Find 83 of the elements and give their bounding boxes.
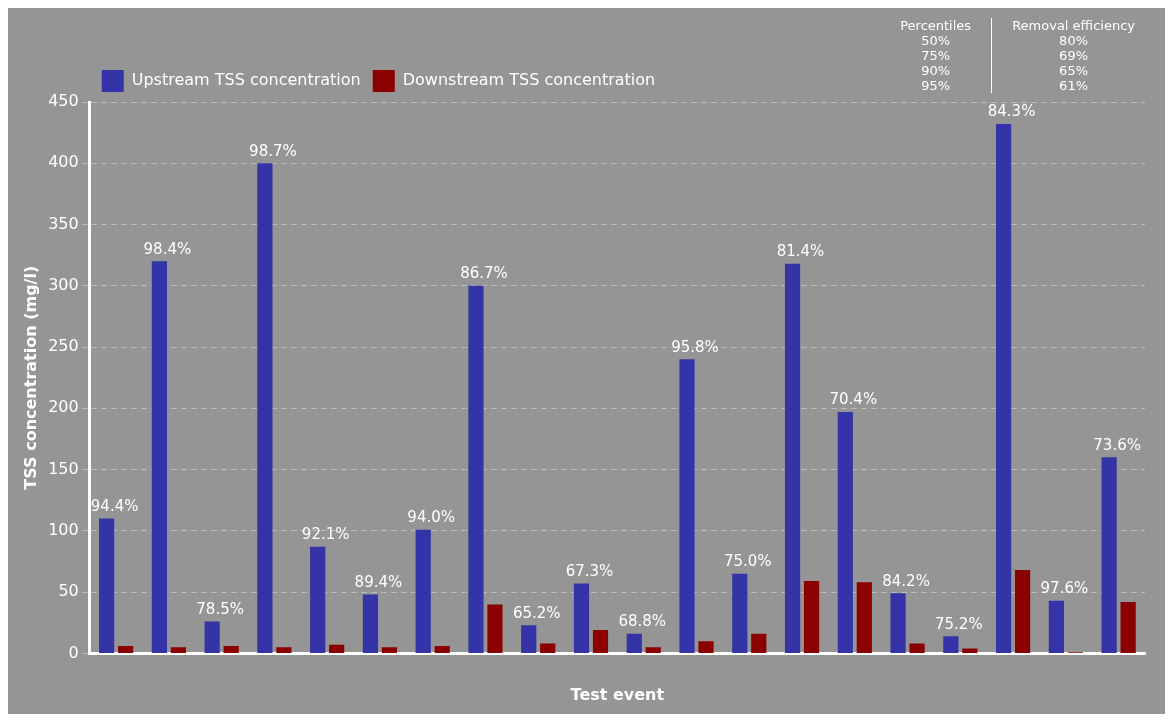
annotation: 68.8% [618, 612, 667, 631]
bar [99, 518, 115, 653]
text: 61% [1058, 78, 1089, 93]
annotation: 94.0% [407, 508, 456, 527]
y-tick-label: 250 [48, 336, 79, 356]
annotation: 75.0% [723, 552, 772, 571]
text: 69% [1058, 48, 1089, 63]
annotation: 94.4% [90, 497, 139, 515]
y-tick-label: 100 [48, 520, 79, 540]
bar [803, 581, 820, 653]
text: Percentiles [900, 18, 972, 33]
annotation: 84.3% [987, 102, 1036, 121]
y-tick-label: 450 [48, 91, 79, 111]
bar [837, 412, 853, 653]
bar [468, 285, 484, 653]
annotation: 98.4% [143, 239, 192, 258]
annotation: 92.1% [301, 525, 350, 544]
bar [909, 643, 925, 653]
bar [784, 263, 801, 653]
bar [487, 604, 503, 653]
bar [151, 261, 167, 653]
annotation: 98.7% [249, 141, 297, 160]
text: 75% [920, 48, 952, 63]
annotation: 89.4% [354, 572, 403, 591]
bar [679, 359, 695, 653]
y-tick-label: 0 [68, 642, 79, 662]
annotation: 70.4% [829, 390, 878, 409]
bar [1048, 600, 1064, 653]
text: 95% [920, 78, 952, 93]
bar [118, 646, 134, 653]
annotation: 78.5% [196, 599, 244, 618]
y-tick-label: 350 [48, 213, 79, 233]
bar [362, 594, 379, 653]
bar [645, 647, 661, 653]
text: 50% [920, 33, 952, 48]
y-tick-label: 400 [48, 152, 79, 172]
bar [732, 573, 748, 653]
bar [573, 583, 590, 653]
annotation: 73.6% [1093, 435, 1141, 454]
annotation: 65.2% [512, 603, 561, 622]
annotation: 97.6% [1040, 579, 1089, 598]
text: 90% [920, 63, 952, 78]
bar [1120, 601, 1136, 653]
bar [626, 633, 642, 653]
annotation: 75.2% [935, 614, 983, 633]
bar [856, 582, 872, 653]
bar [592, 630, 609, 653]
annotation: 81.4% [776, 242, 825, 261]
y-tick-label: 200 [48, 397, 79, 417]
annotation: 86.7% [460, 264, 508, 283]
text: 80% [1058, 33, 1089, 48]
bar [751, 633, 767, 653]
text: 65% [1058, 63, 1089, 78]
bar [943, 636, 959, 653]
y-tick-label: 300 [48, 274, 79, 294]
annotation: 95.8% [671, 337, 719, 356]
y-tick-label: 150 [48, 458, 79, 478]
annotation: 67.3% [565, 561, 614, 580]
bar [170, 647, 186, 653]
bar [962, 648, 978, 653]
bar [257, 163, 273, 653]
x-axis-title: Test event [570, 684, 665, 704]
bar [204, 621, 220, 653]
bar [223, 646, 239, 653]
bar [415, 529, 431, 653]
bar [540, 643, 556, 653]
bar [310, 546, 326, 653]
bar [434, 646, 450, 653]
bar [1101, 457, 1117, 653]
bar [996, 124, 1012, 653]
y-axis-title: TSS concentration (mg/l) [20, 265, 40, 490]
bar [698, 641, 714, 653]
text: Removal efficiency [1012, 18, 1135, 33]
y-tick-label: 50 [58, 581, 79, 601]
bar [1014, 570, 1031, 653]
bar [276, 647, 292, 653]
legend-label: Downstream TSS concentration [402, 70, 656, 90]
bar [521, 625, 537, 653]
bar [329, 644, 345, 653]
bar [890, 593, 906, 653]
bar [381, 647, 398, 653]
annotation: 84.2% [882, 571, 930, 590]
legend-label: Upstream TSS concentration [131, 70, 361, 90]
